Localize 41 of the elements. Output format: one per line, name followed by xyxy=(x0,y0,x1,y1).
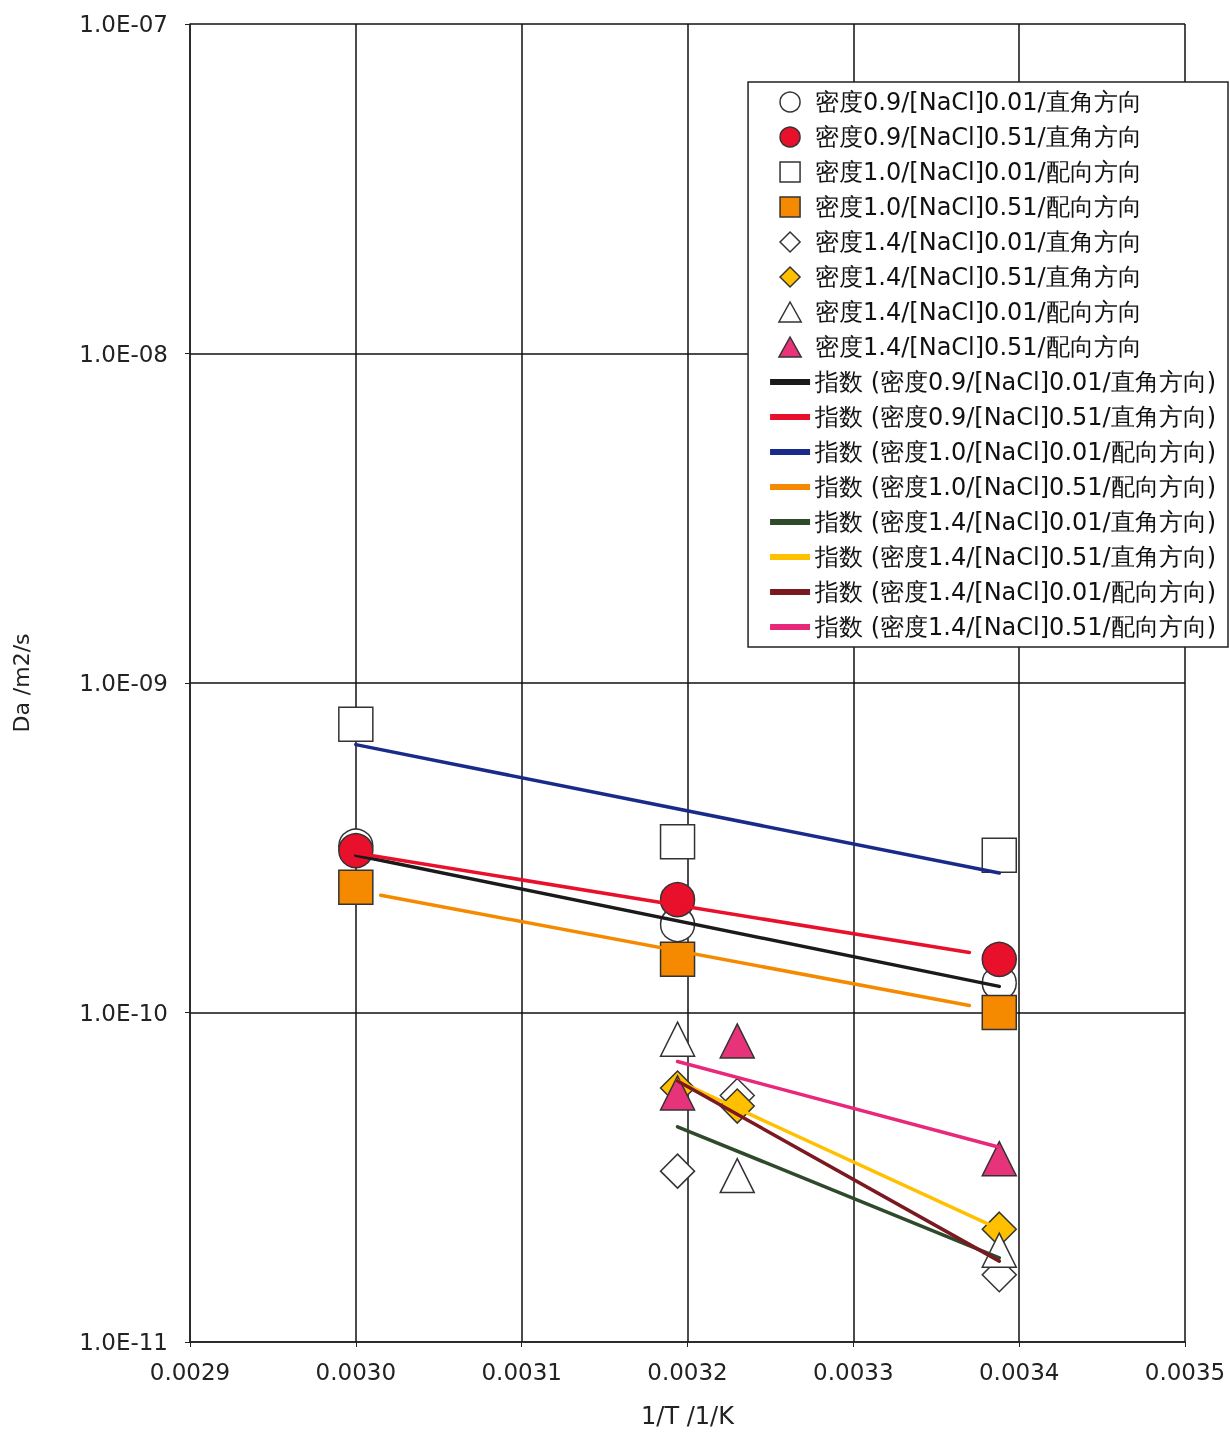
point xyxy=(981,837,1018,874)
legend-label: 指数 (密度1.4/[NaCl]0.01/直角方向) xyxy=(814,508,1217,536)
legend-label: 密度1.4/[NaCl]0.01/配向方向 xyxy=(815,298,1142,326)
legend-label: 指数 (密度1.4/[NaCl]0.01/配向方向) xyxy=(814,578,1217,606)
point xyxy=(338,869,374,905)
y-axis-title: Da /m2/s xyxy=(8,633,34,733)
legend-label: 指数 (密度1.4/[NaCl]0.51/直角方向) xyxy=(814,543,1217,571)
x-tick-label: 0.0031 xyxy=(481,1358,562,1385)
legend-label: 密度1.0/[NaCl]0.51/配向方向 xyxy=(815,193,1142,221)
y-tick-label: 1.0E-08 xyxy=(79,340,168,367)
point xyxy=(659,823,696,860)
y-tick-label: 1.0E-11 xyxy=(79,1329,168,1355)
x-axis-title: 1/T /1/K xyxy=(641,1402,736,1430)
x-tick-label: 0.0030 xyxy=(315,1358,397,1385)
legend-label: 指数 (密度1.0/[NaCl]0.51/配向方向) xyxy=(814,473,1217,501)
point xyxy=(981,941,1018,978)
legend-label: 指数 (密度0.9/[NaCl]0.01/直角方向) xyxy=(814,368,1217,396)
y-tick-label: 1.0E-07 xyxy=(79,11,168,37)
legend-label: 密度1.4/[NaCl]0.51/直角方向 xyxy=(815,263,1142,291)
point xyxy=(719,1023,755,1059)
point xyxy=(659,1021,696,1057)
legend-label: 密度1.0/[NaCl]0.01/配向方向 xyxy=(815,158,1142,186)
x-tick-label: 0.0033 xyxy=(813,1358,894,1385)
point xyxy=(981,1140,1018,1177)
y-tick-label: 1.0E-10 xyxy=(79,999,168,1026)
legend-label: 指数 (密度0.9/[NaCl]0.51/直角方向) xyxy=(814,403,1217,431)
x-tick-label: 0.0032 xyxy=(647,1358,728,1385)
x-tick-label: 0.0034 xyxy=(978,1358,1060,1385)
legend-label: 指数 (密度1.4/[NaCl]0.51/配向方向) xyxy=(814,613,1217,641)
legend-label: 密度0.9/[NaCl]0.51/直角方向 xyxy=(815,123,1142,151)
x-tick-label: 0.0035 xyxy=(1144,1358,1226,1385)
legend-label: 密度0.9/[NaCl]0.01/直角方向 xyxy=(815,88,1142,116)
legend-label: 密度1.4/[NaCl]0.51/配向方向 xyxy=(815,333,1142,361)
y-tick-label: 1.0E-09 xyxy=(79,670,168,696)
legend-label: 指数 (密度1.0/[NaCl]0.01/配向方向) xyxy=(814,438,1217,466)
point xyxy=(338,706,374,742)
point xyxy=(719,1157,755,1194)
point xyxy=(981,994,1018,1031)
point xyxy=(659,1153,696,1189)
x-tick-label: 0.0029 xyxy=(149,1358,231,1385)
legend-label: 密度1.4/[NaCl]0.01/直角方向 xyxy=(815,228,1142,256)
